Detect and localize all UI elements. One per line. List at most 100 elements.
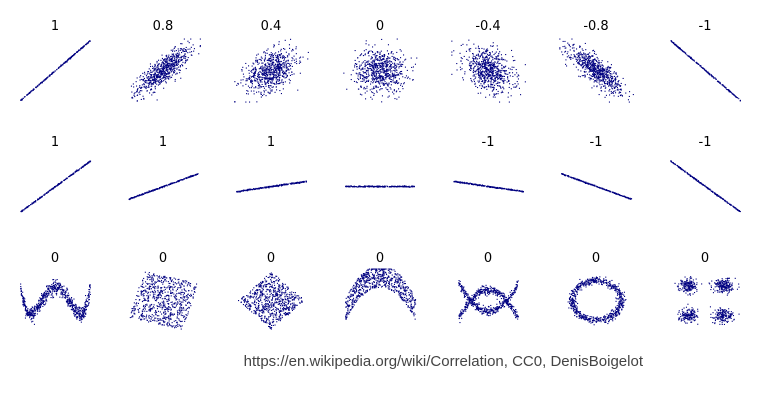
data-point — [170, 182, 172, 184]
data-point — [63, 179, 65, 181]
data-point — [271, 64, 273, 66]
data-point — [288, 69, 290, 71]
data-point — [254, 80, 256, 82]
data-point — [289, 63, 291, 65]
data-point — [165, 60, 167, 62]
data-point — [601, 74, 603, 76]
data-point — [264, 70, 266, 72]
data-point — [366, 77, 368, 79]
data-point — [504, 59, 506, 61]
data-point — [275, 68, 277, 70]
data-point — [579, 60, 581, 62]
data-point — [489, 94, 491, 96]
data-point — [152, 79, 154, 81]
data-point — [247, 90, 249, 92]
data-point — [271, 82, 273, 84]
data-point — [477, 71, 479, 73]
data-point — [160, 73, 162, 75]
data-point — [63, 179, 65, 181]
data-point — [591, 60, 593, 62]
data-point — [350, 185, 352, 187]
data-point — [690, 57, 692, 59]
data-point — [147, 191, 149, 193]
data-point — [376, 63, 378, 65]
data-point — [494, 70, 496, 72]
data-point — [166, 63, 168, 65]
data-point — [394, 60, 396, 62]
data-point — [166, 76, 168, 78]
data-point — [359, 73, 361, 75]
data-point — [153, 189, 155, 191]
data-point — [269, 70, 271, 72]
data-point — [500, 92, 502, 94]
data-point — [263, 87, 265, 89]
data-point — [150, 75, 152, 77]
data-point — [273, 44, 275, 46]
data-point — [181, 55, 183, 57]
data-point — [394, 75, 396, 77]
data-point — [364, 65, 366, 67]
data-point — [245, 78, 247, 80]
data-point — [588, 77, 590, 79]
data-point — [28, 92, 30, 94]
data-point — [290, 63, 292, 65]
data-point — [346, 88, 348, 90]
data-point — [380, 82, 382, 84]
data-point — [366, 70, 368, 72]
data-point — [382, 69, 384, 71]
data-point — [464, 73, 466, 75]
data-point — [602, 72, 604, 74]
data-point — [365, 76, 367, 78]
data-point — [183, 38, 185, 40]
data-point — [276, 185, 278, 187]
data-point — [582, 66, 584, 68]
data-point — [290, 183, 292, 185]
data-point — [606, 83, 608, 85]
data-point — [398, 82, 400, 84]
data-point — [175, 73, 177, 75]
data-point — [62, 64, 64, 66]
data-point — [280, 67, 282, 69]
data-point — [368, 79, 370, 81]
data-point — [162, 69, 164, 71]
data-point — [497, 73, 499, 75]
data-point — [253, 74, 255, 76]
data-point — [393, 90, 395, 92]
data-point — [388, 67, 390, 69]
data-point — [272, 79, 274, 81]
data-point — [494, 52, 496, 54]
data-point — [198, 53, 200, 55]
data-point — [260, 86, 262, 88]
data-point — [364, 62, 366, 64]
data-point — [60, 181, 62, 183]
data-point — [362, 61, 364, 63]
data-point — [709, 74, 711, 76]
data-point — [468, 64, 470, 66]
data-point — [358, 61, 360, 63]
data-point — [177, 53, 179, 55]
data-point — [267, 68, 269, 70]
data-point — [592, 65, 594, 67]
data-point — [481, 80, 483, 82]
data-point — [288, 53, 290, 55]
data-point — [374, 57, 376, 59]
data-point — [261, 65, 263, 67]
data-point — [385, 70, 387, 72]
data-point — [594, 58, 596, 60]
data-point — [372, 51, 374, 53]
data-point — [278, 61, 280, 63]
data-point — [290, 68, 292, 70]
data-point — [603, 78, 605, 80]
data-point — [481, 84, 483, 86]
data-point — [165, 55, 167, 57]
data-point — [520, 94, 522, 96]
data-point — [146, 77, 148, 79]
data-point — [189, 175, 191, 177]
data-point — [199, 45, 201, 47]
data-point — [144, 71, 146, 73]
data-point — [505, 73, 507, 75]
data-point — [494, 72, 496, 74]
data-point — [484, 67, 486, 69]
data-point — [292, 182, 294, 184]
data-point — [486, 72, 488, 74]
